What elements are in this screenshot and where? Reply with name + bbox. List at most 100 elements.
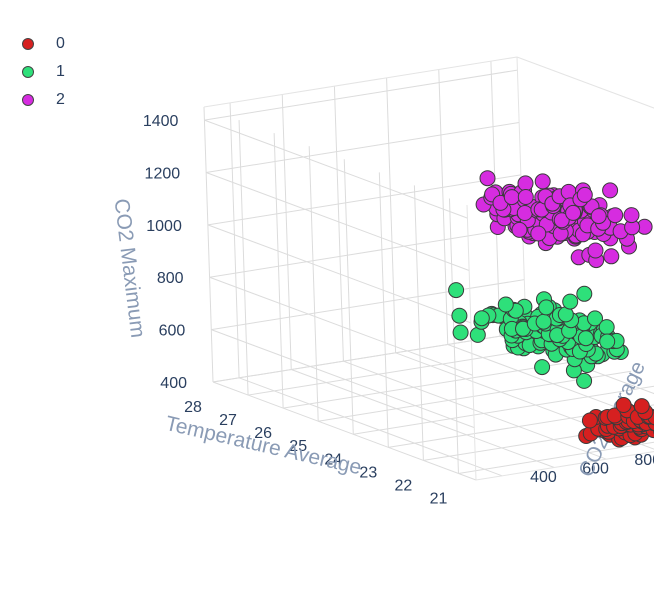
data-point[interactable]: [603, 248, 620, 265]
data-point[interactable]: [538, 299, 555, 316]
x-tick-label: 25: [289, 438, 307, 455]
legend-label-1: 1: [56, 63, 65, 80]
grid-line-z-1000: [207, 174, 521, 226]
grid-line-z-1000: [207, 224, 472, 324]
data-point[interactable]: [534, 359, 551, 376]
data-point[interactable]: [607, 207, 624, 224]
grid-line-x-22: [413, 185, 424, 461]
x-tick-label: 24: [324, 451, 342, 468]
legend-swatch-0: [22, 38, 34, 50]
legend-item-0[interactable]: 0: [18, 30, 65, 58]
series-0: [578, 397, 654, 448]
legend-label-0: 0: [56, 35, 65, 52]
z-axis-title: CO2 Maximum: [110, 197, 150, 339]
data-point[interactable]: [576, 186, 593, 203]
data-point[interactable]: [599, 333, 616, 350]
z-tick-label: 1400: [143, 113, 179, 130]
x-tick-label: 26: [254, 425, 272, 442]
grid-line-z-1200: [206, 121, 520, 173]
y-tick-label: 800: [634, 452, 654, 469]
axis-edge: [466, 204, 477, 481]
grid-line-x-21: [458, 441, 654, 474]
legend-item-1[interactable]: 1: [18, 58, 65, 86]
legend-item-2[interactable]: 2: [18, 86, 65, 114]
data-point[interactable]: [623, 207, 640, 224]
legend-swatch-1: [22, 66, 34, 78]
grid-line-y-600: [281, 94, 292, 370]
x-axis-title: Temperature Average: [163, 412, 363, 479]
data-point[interactable]: [448, 282, 465, 299]
x-tick-label: 23: [359, 464, 377, 481]
grid-lines: [203, 56, 654, 481]
grid-line-x-28: [203, 106, 214, 383]
axis-edge: [516, 56, 654, 109]
data-point[interactable]: [590, 208, 607, 225]
series-1: [448, 282, 629, 389]
grid-line-y-800: [343, 360, 607, 460]
grid-line-x-24: [353, 385, 654, 435]
grid-line-x-27: [247, 344, 562, 396]
grid-line-z-600: [211, 279, 525, 331]
data-point[interactable]: [469, 326, 486, 343]
data-point[interactable]: [516, 205, 533, 221]
grid-line-x-23: [378, 172, 389, 448]
data-point[interactable]: [517, 175, 534, 192]
z-tick-label: 600: [159, 323, 186, 340]
grid-line-x-26: [273, 133, 284, 409]
x-tick-label: 22: [395, 477, 413, 494]
x-tick-label: 28: [184, 399, 202, 416]
data-point[interactable]: [503, 189, 520, 206]
legend-swatch-2: [22, 94, 34, 106]
axis-edge: [203, 56, 518, 108]
data-point[interactable]: [576, 372, 593, 389]
data-point[interactable]: [581, 412, 598, 429]
data-point[interactable]: [577, 330, 594, 347]
grid-line-y-1400: [499, 335, 654, 395]
data-point[interactable]: [517, 189, 534, 205]
data-point[interactable]: [602, 182, 619, 199]
data-point[interactable]: [562, 293, 579, 310]
data-point[interactable]: [615, 397, 632, 413]
series-2: [475, 170, 653, 269]
z-tick-label: 1200: [145, 165, 181, 182]
x-tick-label: 21: [430, 490, 448, 507]
z-tick-label: 400: [160, 375, 187, 392]
grid-line-y-600: [291, 369, 555, 468]
grid-line-x-25: [308, 146, 319, 422]
data-point[interactable]: [479, 170, 496, 187]
data-point[interactable]: [535, 313, 552, 330]
grid-line-y-1200: [438, 69, 449, 345]
data-point[interactable]: [497, 296, 514, 313]
data-point[interactable]: [451, 307, 468, 324]
y-tick-label: 600: [582, 461, 609, 478]
data-point[interactable]: [576, 285, 593, 302]
data-point[interactable]: [587, 242, 604, 259]
data-point[interactable]: [452, 324, 469, 341]
grid-line-z-1400: [204, 119, 468, 219]
grid-line-x-24: [343, 159, 354, 435]
z-tick-label: 1000: [146, 218, 182, 235]
data-point[interactable]: [530, 225, 547, 242]
data-point[interactable]: [553, 212, 570, 229]
grid-line-y-1000: [386, 77, 397, 353]
data-point[interactable]: [587, 310, 603, 327]
grid-line-y-800: [333, 86, 344, 362]
data-point[interactable]: [598, 319, 615, 336]
grid-line-z-400: [212, 381, 477, 481]
data-point[interactable]: [565, 204, 582, 221]
data-point[interactable]: [473, 310, 490, 327]
grid-line-y-1200: [447, 344, 654, 422]
data-point[interactable]: [633, 398, 650, 415]
grid-line-y-400: [238, 377, 503, 477]
grid-line-z-800: [209, 276, 473, 376]
data-point[interactable]: [534, 173, 551, 190]
grid-line-z-600: [211, 329, 475, 429]
y-tick-label: 400: [530, 469, 557, 486]
grid-line-x-27: [238, 120, 249, 396]
legend: 0 1 2: [18, 30, 65, 114]
tick-labels: 400 600 800 1000 1200 1400 21 22 23 24 25 26 27 28 400…: [143, 113, 654, 507]
axis-edge: [475, 451, 654, 481]
legend-label-2: 2: [56, 91, 65, 108]
data-point[interactable]: [511, 221, 528, 238]
